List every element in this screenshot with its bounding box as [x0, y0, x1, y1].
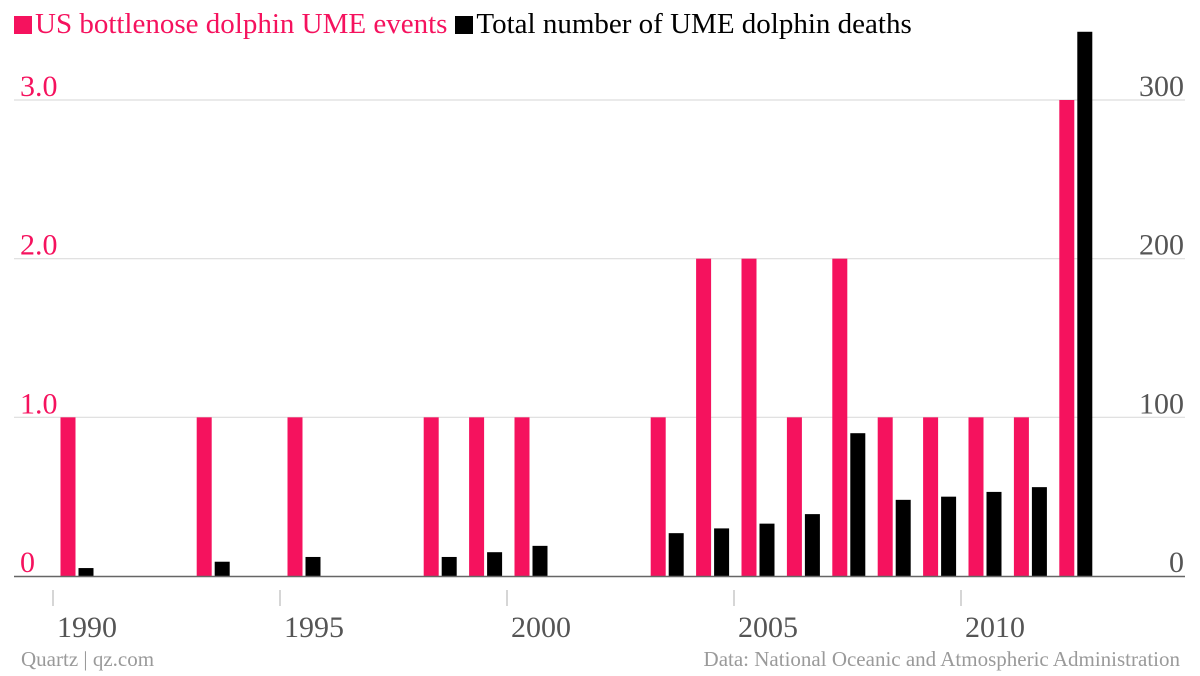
- y-left-tick-label: 1.0: [20, 387, 58, 420]
- bar-events: [1059, 100, 1075, 576]
- bar-events: [877, 417, 893, 576]
- bar-events: [923, 417, 939, 576]
- y-left-tick-label: 0: [20, 546, 35, 579]
- bar-events: [196, 417, 212, 576]
- footer-credit: Quartz | qz.com: [21, 647, 155, 671]
- bar-events: [650, 417, 666, 576]
- bar-deaths: [986, 491, 1002, 576]
- bar-deaths: [850, 433, 866, 576]
- bar-events: [741, 258, 757, 576]
- legend-item-deaths: Total number of UME dolphin deaths: [455, 8, 912, 41]
- bar-events: [469, 417, 485, 576]
- x-tick-label: 2010: [965, 611, 1025, 644]
- y-right-tick-label: 0: [1169, 546, 1184, 579]
- bar-deaths: [487, 552, 503, 576]
- legend-swatch-deaths: [455, 15, 474, 34]
- x-tick-label: 2005: [738, 611, 798, 644]
- footer-source: Data: National Oceanic and Atmospheric A…: [703, 647, 1180, 671]
- bar-deaths: [804, 514, 820, 576]
- y-left-tick-label: 3.0: [20, 70, 58, 103]
- bar-deaths: [759, 523, 775, 576]
- chart-legend: US bottlenose dolphin UME events Total n…: [14, 8, 920, 41]
- legend-label-events: US bottlenose dolphin UME events: [35, 8, 448, 40]
- x-tick-label: 2000: [511, 611, 571, 644]
- bar-deaths: [78, 568, 94, 576]
- x-tick-label: 1995: [284, 611, 344, 644]
- bar-events: [514, 417, 530, 576]
- bar-events: [423, 417, 439, 576]
- bar-events: [968, 417, 984, 576]
- bar-events: [1013, 417, 1029, 576]
- bar-events: [786, 417, 802, 576]
- bar-deaths: [941, 496, 957, 576]
- bar-deaths: [895, 499, 911, 576]
- y-left-tick-label: 2.0: [20, 229, 58, 262]
- bar-deaths: [214, 561, 230, 576]
- y-right-tick-label: 100: [1139, 387, 1184, 420]
- y-right-tick-label: 300: [1139, 70, 1184, 103]
- bar-deaths: [305, 556, 321, 576]
- bar-events: [287, 417, 303, 576]
- legend-swatch-events: [14, 15, 32, 34]
- bar-events: [696, 258, 712, 576]
- bar-events: [832, 258, 848, 576]
- bar-deaths: [714, 528, 730, 576]
- bar-deaths: [668, 533, 684, 576]
- legend-label-deaths: Total number of UME dolphin deaths: [476, 8, 912, 40]
- bar-deaths: [441, 556, 457, 576]
- bar-deaths: [1031, 487, 1047, 576]
- bar-events: [60, 417, 76, 576]
- x-tick-label: 1990: [57, 611, 117, 644]
- legend-item-events: US bottlenose dolphin UME events: [14, 8, 447, 41]
- bar-deaths: [532, 545, 548, 576]
- y-right-tick-label: 200: [1139, 229, 1184, 262]
- bar-deaths: [1077, 31, 1093, 577]
